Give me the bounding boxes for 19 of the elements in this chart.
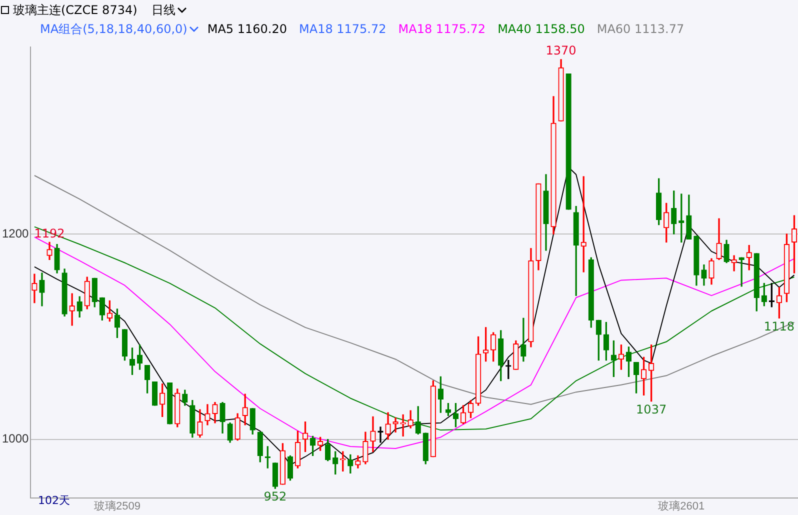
- candlestick: [69, 293, 75, 326]
- text: MA组合(5,18,18,40,60,0): [40, 20, 188, 38]
- chart-title: 玻璃主连(CZCE 8734): [13, 2, 138, 18]
- text: MA5 1160.20: [207, 22, 287, 36]
- x-tick-label: 玻璃2601: [658, 499, 705, 512]
- annotation: 1118: [764, 319, 794, 334]
- y-tick-label: 1000: [2, 432, 30, 446]
- text: MA18 1175.72: [299, 22, 386, 36]
- text: MA18 1175.72: [398, 22, 486, 36]
- annotation: 1037: [636, 402, 667, 416]
- text: MA60 1113.77: [596, 22, 684, 36]
- annotation: 102天: [38, 493, 70, 508]
- x-tick-label: 玻璃2509: [94, 499, 140, 512]
- annotation: 1370: [546, 44, 576, 58]
- y-tick-label: 1200: [2, 226, 30, 240]
- candlestick: [731, 255, 737, 272]
- chart-subtitle: 日线: [151, 2, 176, 18]
- text: MA40 1158.50: [498, 22, 585, 36]
- annotation: 952: [264, 490, 287, 504]
